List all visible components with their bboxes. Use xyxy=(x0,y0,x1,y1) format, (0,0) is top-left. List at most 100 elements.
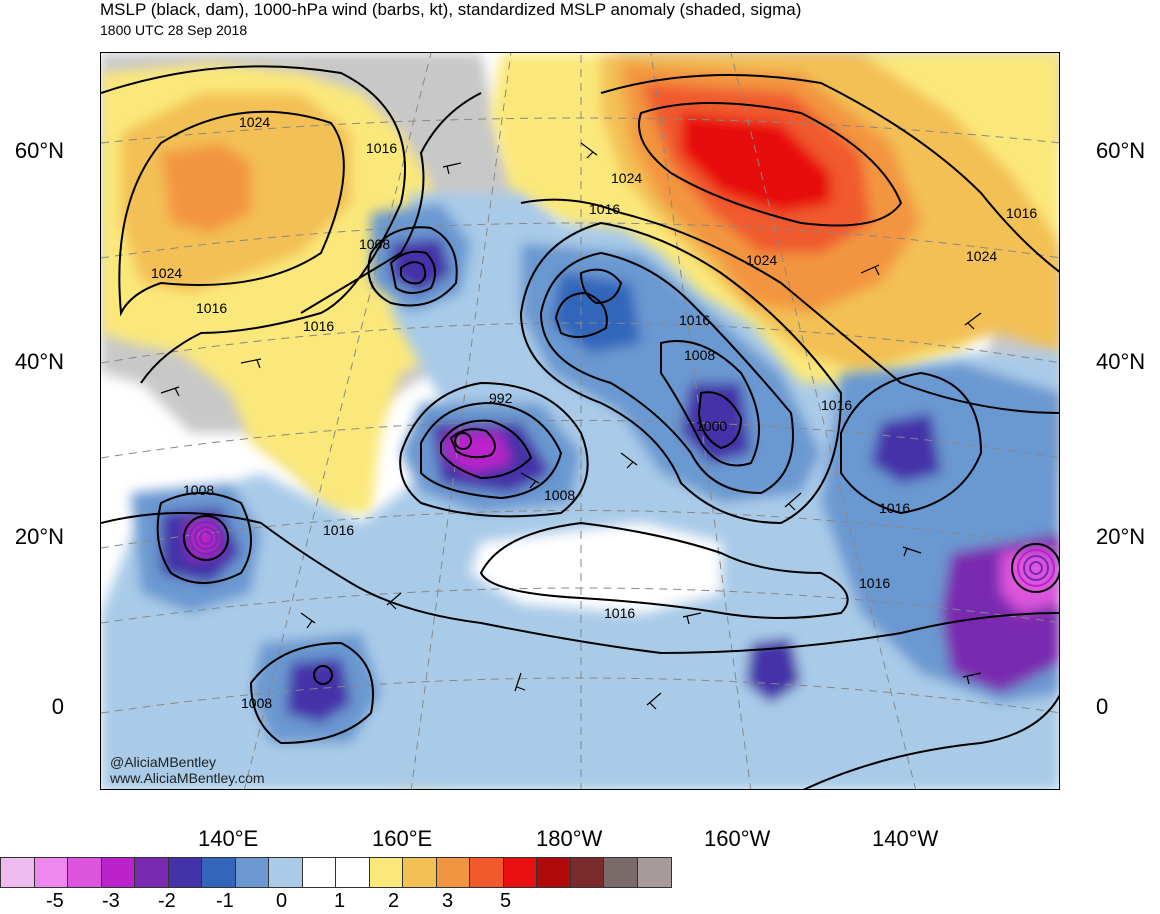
isobar-ty-west-ring3 xyxy=(194,526,218,550)
isobar-1008-equatorial xyxy=(249,641,374,745)
colorbar xyxy=(0,857,672,888)
lat-label-right: 20°N xyxy=(1096,524,1146,549)
isobar-label: 1008 xyxy=(183,482,214,498)
isobar-label: 1016 xyxy=(196,300,227,316)
colorbar-swatch xyxy=(269,858,303,887)
mslp-contours xyxy=(101,65,1059,789)
grid-lon-140e xyxy=(243,53,432,789)
isobar-ty-west-ring4 xyxy=(199,531,213,545)
lat-label-left: 60°N xyxy=(14,138,64,163)
colorbar-label: 3 xyxy=(442,890,454,912)
isobar-ty-east-ring2 xyxy=(1017,549,1055,587)
isobar-ty-east-ring4 xyxy=(1029,561,1043,575)
isobar-1024-west xyxy=(118,110,345,317)
colorbar-label: -5 xyxy=(46,890,64,912)
credit-handle: @AliciaMBentley xyxy=(110,754,217,770)
colorbar-swatch xyxy=(470,858,504,887)
colorbar-label: 1 xyxy=(334,890,346,912)
isobar-1024-north-east xyxy=(638,102,903,227)
wind-barb xyxy=(386,592,402,610)
lon-label: 180°W xyxy=(536,826,603,851)
anomaly-plus5-east xyxy=(681,113,831,213)
isobar-label: 1008 xyxy=(241,695,272,711)
isobar-1004-low1 xyxy=(389,250,436,294)
isobar-1004-low2b xyxy=(579,268,623,305)
isobar-label: 1008 xyxy=(359,236,390,252)
colorbar-swatch xyxy=(135,858,169,887)
isobar-ty-west-ring2 xyxy=(189,521,223,555)
isobar-label: 1024 xyxy=(611,170,642,186)
wind-barb xyxy=(520,472,540,489)
credit-website: www.AliciaMBentley.com xyxy=(110,770,265,786)
isobar-label: 1008 xyxy=(544,487,575,503)
lat-label-left: 40°N xyxy=(14,349,64,374)
isobar-label: 1016 xyxy=(1006,205,1037,221)
map-panel: 1024 1024 1016 1016 1008 1016 1016 1024 … xyxy=(100,52,1060,790)
isobar-label: 1024 xyxy=(746,252,777,268)
isobar-1000-low1 xyxy=(400,261,427,285)
colorbar-swatch xyxy=(1,858,35,887)
colorbar-swatch xyxy=(34,858,68,887)
isobar-label: 1016 xyxy=(604,605,635,621)
colorbar-swatch xyxy=(68,858,102,887)
colorbar-label: 5 xyxy=(500,890,512,912)
grid-lon-140w xyxy=(730,53,917,789)
wind-barb xyxy=(962,672,982,685)
colorbar-swatch xyxy=(403,858,437,887)
isobar-label: 1016 xyxy=(323,522,354,538)
wind-barb xyxy=(646,692,662,710)
isobar-ty-west-ring1 xyxy=(183,515,229,561)
anomaly-minus3-equatorial xyxy=(286,658,351,723)
wind-barbs xyxy=(160,142,982,710)
isobar-ty-east-ring3 xyxy=(1023,555,1049,581)
wind-barb xyxy=(300,612,316,629)
colorbar-swatch xyxy=(235,858,269,887)
anomaly-minus3-low2 xyxy=(551,273,641,353)
isobar-1016-east-low xyxy=(840,371,983,515)
colorbar-swatch xyxy=(503,858,537,887)
isobar-992-low2 xyxy=(697,391,743,450)
lat-label-right: 60°N xyxy=(1096,138,1146,163)
colorbar-label: 0 xyxy=(276,890,288,912)
wind-barb xyxy=(514,672,526,692)
isobar-1008-low1 xyxy=(367,226,458,307)
isobar-1016-west xyxy=(101,65,406,384)
isobar-1016-south xyxy=(101,512,1059,655)
lat-label-left: 20°N xyxy=(14,524,64,549)
anomaly-minus4-ty-east xyxy=(1001,548,1059,613)
colorbar-swatch xyxy=(336,858,370,887)
colorbar-swatch xyxy=(168,858,202,887)
colorbar-swatch xyxy=(604,858,638,887)
lat-label-right: 40°N xyxy=(1096,349,1146,374)
isobar-1016-pacific xyxy=(479,521,849,619)
wind-barb xyxy=(964,312,982,330)
wind-barb xyxy=(860,264,880,276)
isobar-label: 1024 xyxy=(966,248,997,264)
anomaly-minus3-east xyxy=(871,413,941,483)
isobar-label: 1016 xyxy=(879,500,910,516)
isobar-label: 1016 xyxy=(679,312,710,328)
colorbar-swatch xyxy=(302,858,336,887)
grid-lon-160e xyxy=(410,53,512,789)
colorbar-swatch xyxy=(570,858,604,887)
lon-label: 160°W xyxy=(704,826,771,851)
isobar-1016-asia xyxy=(300,92,482,314)
anomaly-minus1-pacific-high xyxy=(471,523,721,613)
isobar-label: 1008 xyxy=(684,347,715,363)
lat-label-right: 0 xyxy=(1096,694,1109,719)
isobar-label: 1016 xyxy=(303,318,334,334)
isobar-label: 1000 xyxy=(696,418,727,434)
colorbar-swatch xyxy=(436,858,470,887)
graticule xyxy=(101,53,1059,789)
lon-label: 160°E xyxy=(372,826,433,851)
grid-lon-160w xyxy=(650,53,752,789)
isobar-1008-low2 xyxy=(539,251,794,495)
wind-barb xyxy=(902,546,922,557)
colorbar-label: -3 xyxy=(102,890,120,912)
isobar-equatorial-ring xyxy=(313,665,333,685)
isobar-1004-low2a xyxy=(554,291,608,338)
isobar-label: 1016 xyxy=(589,201,620,217)
colorbar-label: -1 xyxy=(216,890,234,912)
lat-label-left: 0 xyxy=(51,694,64,719)
valid-time: 1800 UTC 28 Sep 2018 xyxy=(100,22,248,38)
